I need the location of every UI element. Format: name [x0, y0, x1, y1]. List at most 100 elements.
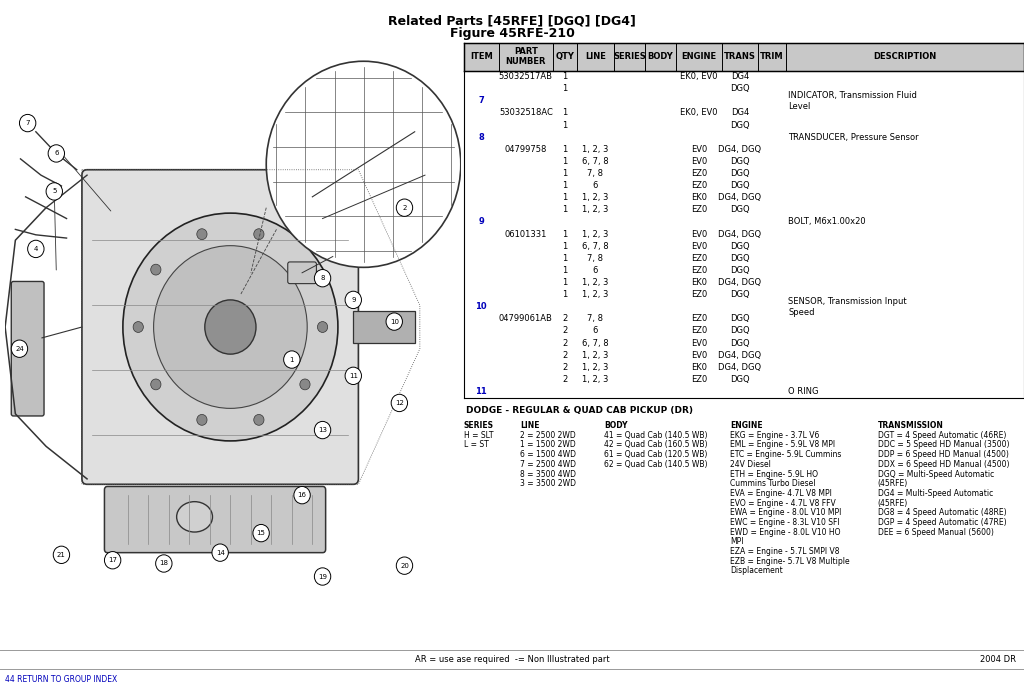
- Circle shape: [133, 322, 143, 332]
- Circle shape: [212, 544, 228, 561]
- Circle shape: [300, 264, 310, 275]
- Text: 04799758: 04799758: [505, 145, 547, 154]
- Text: EV0: EV0: [691, 351, 707, 360]
- Text: EZ0: EZ0: [691, 375, 707, 384]
- Text: 1: 1: [290, 356, 294, 363]
- Text: 6: 6: [593, 327, 598, 336]
- Text: EK0, EV0: EK0, EV0: [680, 72, 718, 81]
- Text: 1, 2, 3: 1, 2, 3: [583, 363, 608, 372]
- Circle shape: [156, 555, 172, 572]
- Text: 1: 1: [562, 109, 567, 118]
- Text: EZ0: EZ0: [691, 314, 707, 323]
- Text: 18: 18: [160, 561, 168, 567]
- Circle shape: [253, 525, 269, 542]
- Text: 1, 2, 3: 1, 2, 3: [583, 351, 608, 360]
- Text: 13: 13: [318, 427, 327, 433]
- Text: DGQ: DGQ: [730, 266, 750, 275]
- Text: DGT = 4 Speed Automatic (46RE): DGT = 4 Speed Automatic (46RE): [878, 430, 1006, 440]
- Text: 3 = 3500 2WD: 3 = 3500 2WD: [520, 479, 577, 489]
- Text: 1, 2, 3: 1, 2, 3: [583, 230, 608, 239]
- Text: 1: 1: [562, 181, 567, 190]
- Text: ETH = Engine- 5.9L HO: ETH = Engine- 5.9L HO: [730, 469, 818, 479]
- Text: DGQ: DGQ: [730, 254, 750, 263]
- Circle shape: [396, 199, 413, 217]
- Text: EK0: EK0: [691, 193, 707, 202]
- Text: DGQ: DGQ: [730, 242, 750, 251]
- Text: DGQ: DGQ: [730, 327, 750, 336]
- Circle shape: [391, 394, 408, 412]
- Text: EV0: EV0: [691, 338, 707, 347]
- Text: 7, 8: 7, 8: [588, 169, 603, 178]
- Text: 1, 2, 3: 1, 2, 3: [583, 278, 608, 287]
- Circle shape: [123, 213, 338, 441]
- Text: EML = Engine - 5.9L V8 MPI: EML = Engine - 5.9L V8 MPI: [730, 440, 836, 450]
- Text: TRANS: TRANS: [724, 52, 756, 62]
- Text: 2: 2: [562, 314, 567, 323]
- Text: ENGINE: ENGINE: [681, 52, 717, 62]
- Text: 8: 8: [321, 275, 325, 281]
- Text: EZB = Engine- 5.7L V8 Multiple: EZB = Engine- 5.7L V8 Multiple: [730, 556, 850, 566]
- Text: DG8 = 4 Speed Automatic (48RE): DG8 = 4 Speed Automatic (48RE): [878, 508, 1007, 518]
- Text: 1: 1: [562, 193, 567, 202]
- Circle shape: [19, 114, 36, 131]
- FancyBboxPatch shape: [82, 170, 358, 484]
- Text: DGQ: DGQ: [730, 206, 750, 215]
- Text: 8: 8: [478, 133, 484, 142]
- Text: SERIES: SERIES: [464, 421, 494, 430]
- Text: Figure 45RFE-210: Figure 45RFE-210: [450, 27, 574, 39]
- Text: 14: 14: [216, 549, 224, 556]
- Text: DG4, DGQ: DG4, DGQ: [718, 230, 762, 239]
- Circle shape: [154, 246, 307, 408]
- Text: LINE: LINE: [585, 52, 606, 62]
- Text: SENSOR, Transmission Input
Speed: SENSOR, Transmission Input Speed: [788, 297, 907, 317]
- Text: EZ0: EZ0: [691, 254, 707, 263]
- Text: 6, 7, 8: 6, 7, 8: [582, 157, 609, 166]
- Circle shape: [266, 62, 461, 267]
- Circle shape: [254, 415, 264, 426]
- Text: 41 = Quad Cab (140.5 WB): 41 = Quad Cab (140.5 WB): [604, 430, 708, 440]
- Text: 1: 1: [562, 157, 567, 166]
- Text: 1: 1: [562, 230, 567, 239]
- Text: EVA = Engine- 4.7L V8 MPI: EVA = Engine- 4.7L V8 MPI: [730, 489, 831, 498]
- Text: EK0: EK0: [691, 363, 707, 372]
- Text: 9: 9: [351, 297, 355, 303]
- Text: AR = use ase required  -= Non Illustrated part: AR = use ase required -= Non Illustrated…: [415, 655, 609, 664]
- Text: Displacement: Displacement: [730, 566, 783, 576]
- Text: 11: 11: [475, 387, 487, 396]
- Text: DGQ: DGQ: [730, 314, 750, 323]
- Text: 1: 1: [562, 266, 567, 275]
- Ellipse shape: [176, 502, 213, 532]
- Circle shape: [284, 351, 300, 368]
- Text: MPI: MPI: [730, 537, 743, 547]
- Text: 1: 1: [562, 169, 567, 178]
- Text: EK0, EV0: EK0, EV0: [680, 109, 718, 118]
- Text: EZ0: EZ0: [691, 181, 707, 190]
- Text: BOLT, M6x1.00x20: BOLT, M6x1.00x20: [788, 217, 866, 226]
- Circle shape: [314, 421, 331, 439]
- Text: 2004 DR: 2004 DR: [980, 655, 1016, 664]
- Text: 1: 1: [562, 120, 567, 129]
- Text: 53032517AB: 53032517AB: [499, 72, 553, 81]
- Text: L = ST: L = ST: [464, 440, 488, 450]
- Circle shape: [151, 264, 161, 275]
- Text: EV0: EV0: [691, 157, 707, 166]
- Text: EZ0: EZ0: [691, 206, 707, 215]
- Text: H = SLT: H = SLT: [464, 430, 494, 440]
- Text: 8 = 3500 4WD: 8 = 3500 4WD: [520, 469, 577, 479]
- Circle shape: [345, 291, 361, 309]
- Circle shape: [314, 269, 331, 287]
- Bar: [464, 43, 1024, 71]
- Text: 1: 1: [562, 254, 567, 263]
- Text: DDC = 5 Speed HD Manual (3500): DDC = 5 Speed HD Manual (3500): [878, 440, 1009, 450]
- Text: 42 = Quad Cab (160.5 WB): 42 = Quad Cab (160.5 WB): [604, 440, 708, 450]
- Text: O RING: O RING: [788, 387, 819, 396]
- Text: DODGE - REGULAR & QUAD CAB PICKUP (DR): DODGE - REGULAR & QUAD CAB PICKUP (DR): [466, 406, 693, 415]
- Text: Cummins Turbo Diesel: Cummins Turbo Diesel: [730, 479, 815, 489]
- Text: 06101331: 06101331: [505, 230, 547, 239]
- Text: (45RFE): (45RFE): [878, 498, 908, 508]
- Text: 7: 7: [478, 96, 484, 105]
- Circle shape: [317, 322, 328, 332]
- Text: 10: 10: [475, 302, 487, 311]
- Text: DG4, DGQ: DG4, DGQ: [718, 351, 762, 360]
- Text: 1: 1: [562, 145, 567, 154]
